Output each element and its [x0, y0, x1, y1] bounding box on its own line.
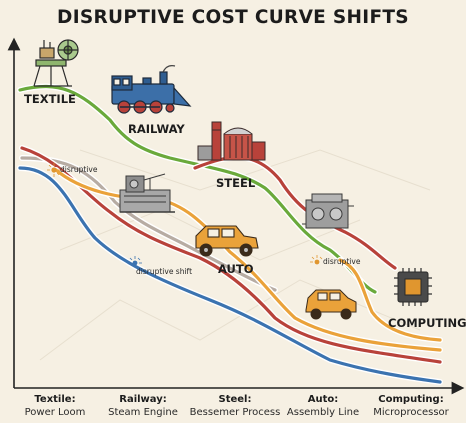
- steel-mill-icon: [197, 121, 266, 161]
- curve-red-2: [20, 146, 442, 364]
- curves: [17, 83, 443, 385]
- disruptive-marker-3: [310, 255, 323, 265]
- annotation-disruptive-shift: disruptive shift: [136, 267, 193, 276]
- curve-blue: [18, 166, 442, 384]
- vintage-car-small-icon: [305, 289, 357, 320]
- label-railway: RAILWAY: [128, 122, 185, 136]
- era-auto: Auto: Assembly Line: [268, 393, 378, 419]
- era-name: Textile:: [34, 394, 76, 405]
- era-textile: Textile: Power Loom: [0, 393, 110, 419]
- era-name: Computing:: [378, 394, 444, 405]
- spinning-machine-icon: [33, 39, 79, 87]
- factory-machine-icon: [119, 173, 175, 213]
- era-computing: Computing: Microprocessor: [356, 393, 466, 419]
- curve-orange-2: [338, 258, 442, 342]
- era-tech: Steam Engine: [108, 407, 178, 418]
- era-tech: Power Loom: [24, 407, 86, 418]
- era-name: Railway:: [119, 394, 167, 405]
- vintage-car-icon: [195, 225, 259, 257]
- curve-gray: [20, 156, 277, 292]
- annotation-disruptive-2: disruptive: [323, 257, 361, 266]
- microchip-icon: [394, 268, 432, 306]
- era-name: Steel:: [218, 394, 252, 405]
- era-steel: Steel: Bessemer Process: [180, 393, 290, 419]
- era-tech: Assembly Line: [286, 407, 360, 418]
- label-computing: COMPUTING: [388, 316, 466, 330]
- label-textile: TEXTILE: [24, 92, 76, 106]
- era-railway: Railway: Steam Engine: [88, 393, 198, 419]
- diagram-title: DISRUPTIVE COST CURVE SHIFTS: [57, 7, 409, 28]
- steam-locomotive-icon: [111, 65, 192, 114]
- annotation-disruptive-1: disruptive: [60, 165, 98, 174]
- era-tech: Microprocessor: [373, 407, 449, 418]
- curve-green: [18, 85, 377, 294]
- label-auto: AUTO: [218, 262, 254, 276]
- label-steel: STEEL: [216, 176, 256, 190]
- disruptive-marker-1: [47, 163, 61, 177]
- engine-icon: [302, 193, 354, 229]
- era-tech: Bessemer Process: [189, 407, 281, 418]
- disruptive-marker-2: [128, 256, 142, 266]
- era-name: Auto:: [307, 394, 339, 405]
